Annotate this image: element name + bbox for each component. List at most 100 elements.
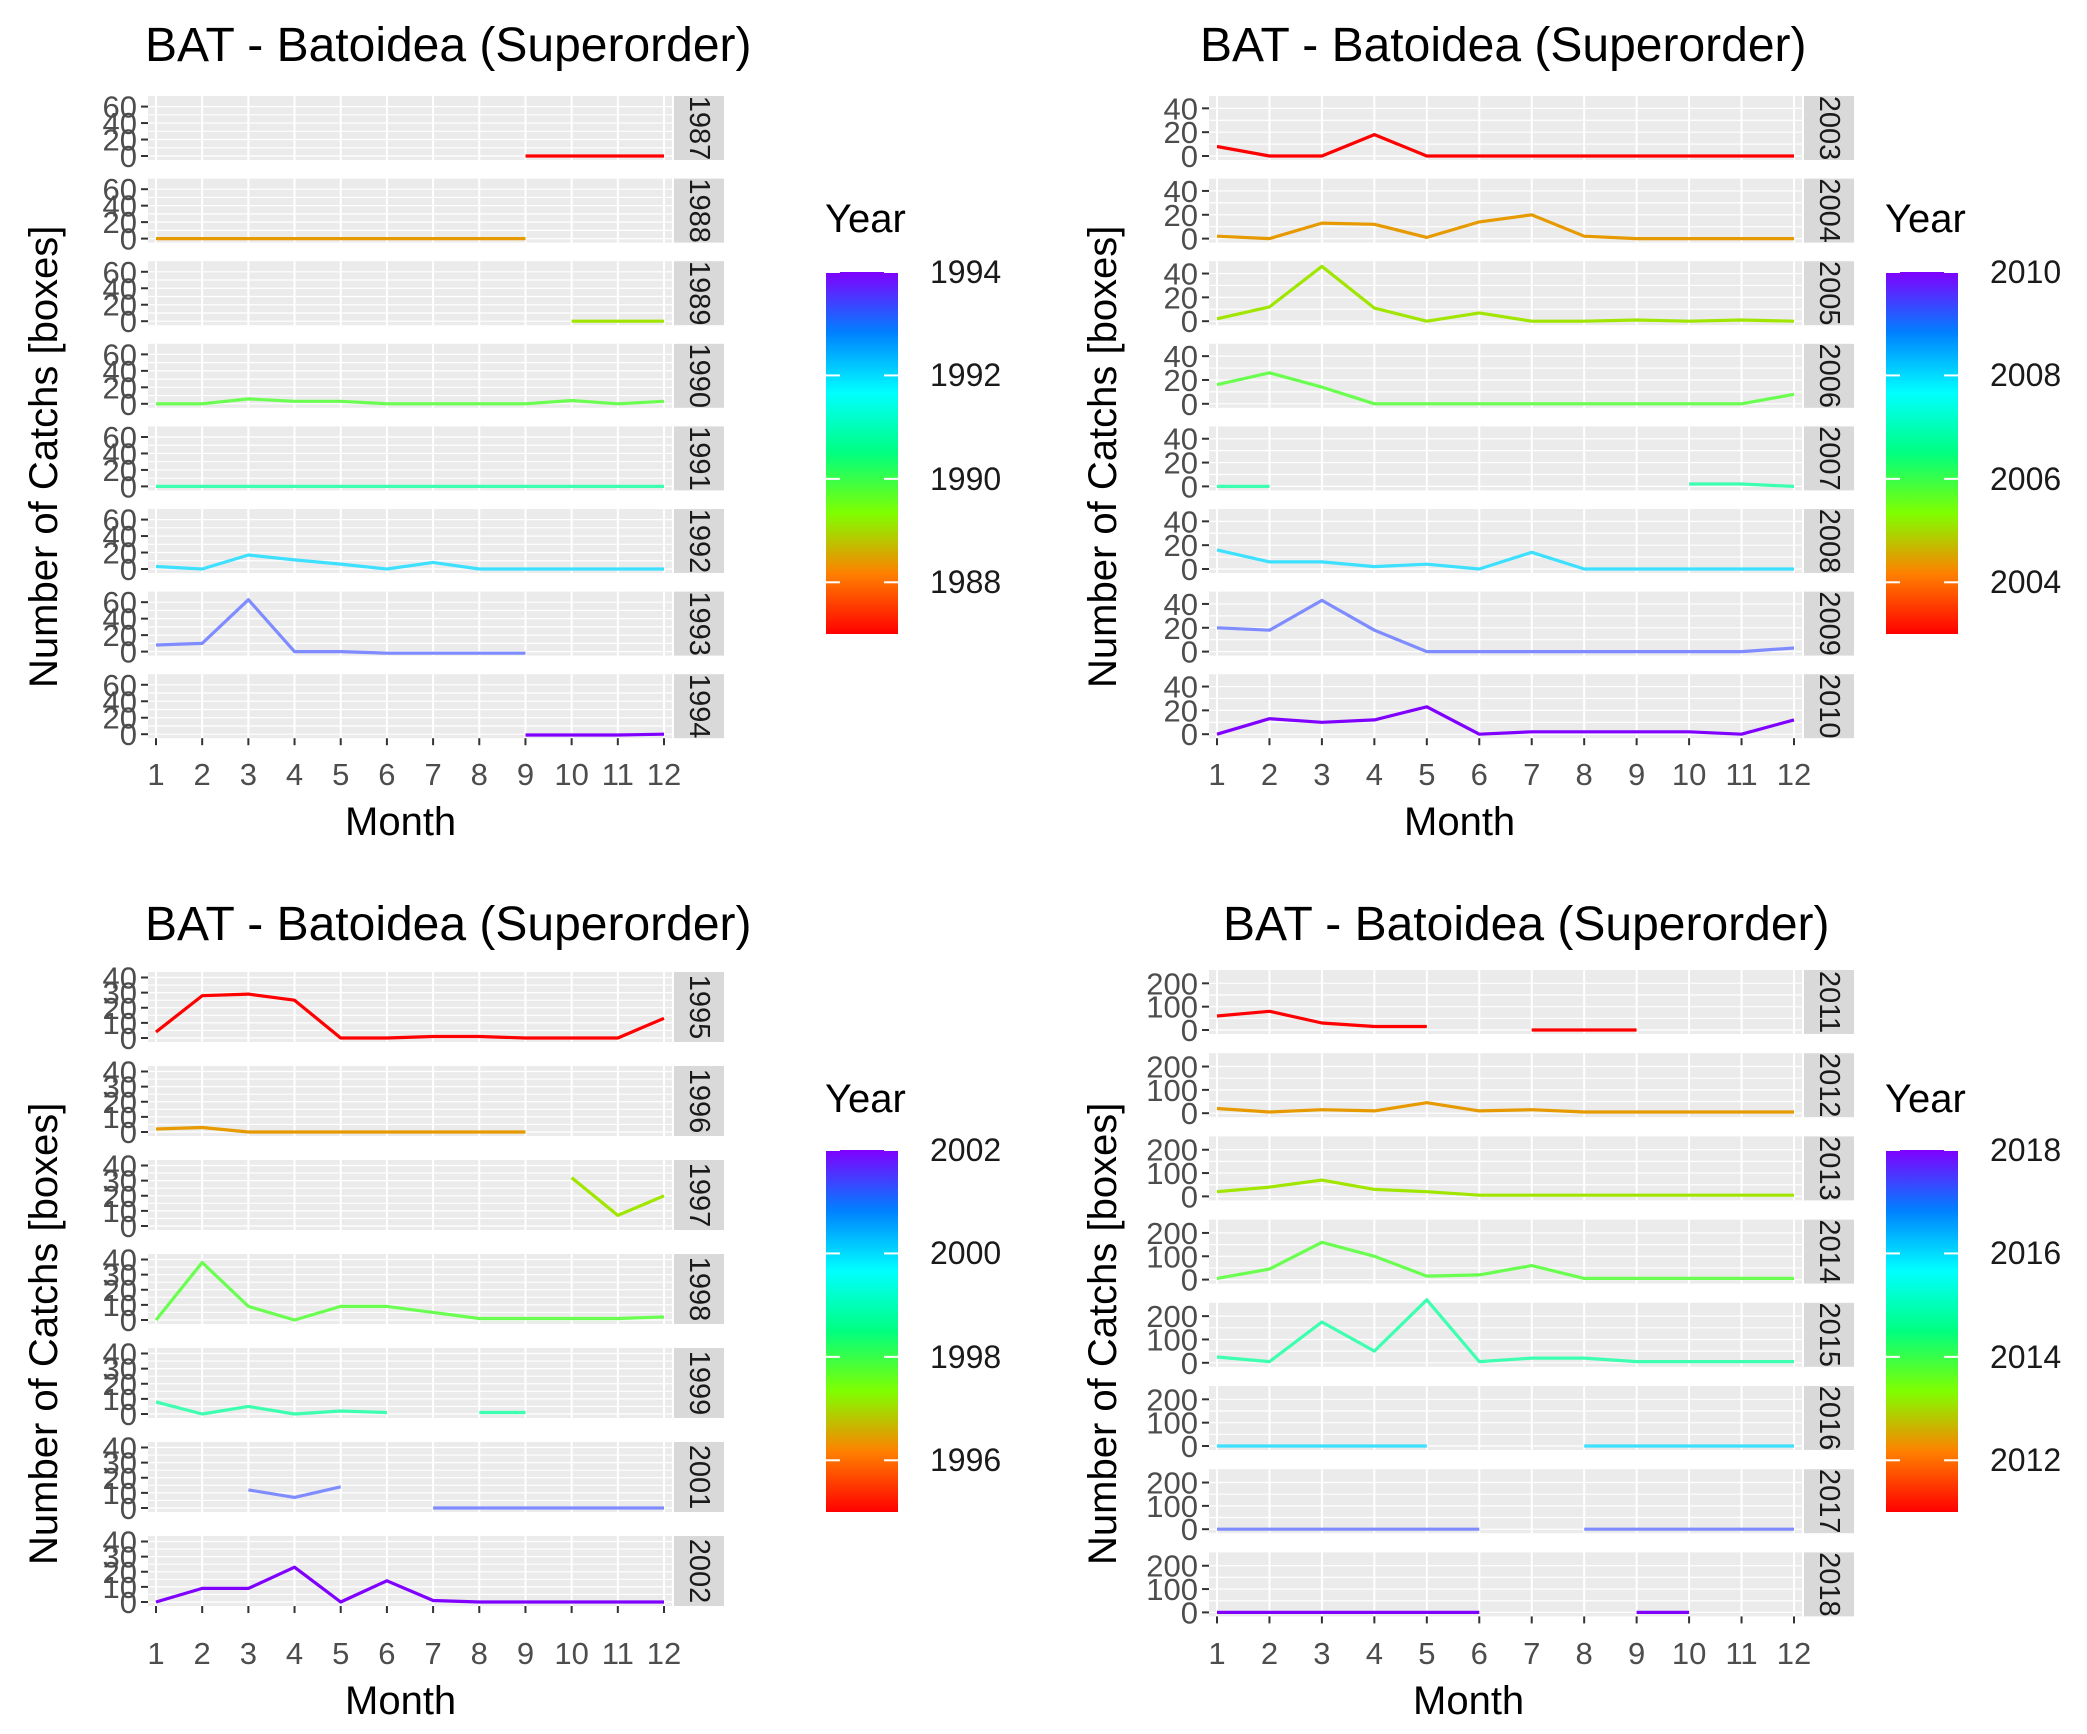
facet-background bbox=[148, 1348, 672, 1418]
y-tick-label: 60 bbox=[103, 337, 137, 372]
colorbar-tick-label: 2000 bbox=[930, 1235, 1002, 1272]
facet-strip bbox=[1804, 591, 1854, 656]
series-line-2005 bbox=[1216, 264, 1795, 323]
legend-colorbar bbox=[826, 1150, 898, 1512]
y-tick-label: 40 bbox=[1164, 257, 1198, 292]
facet-strip-label: 2015 bbox=[1813, 1303, 1845, 1368]
facet-strip bbox=[674, 1254, 724, 1324]
y-tick-label: 20 bbox=[103, 1179, 137, 1214]
y-tick-label: 0 bbox=[120, 1491, 137, 1526]
x-tick-label: 8 bbox=[1576, 1636, 1593, 1671]
x-tick-label: 10 bbox=[554, 1636, 588, 1671]
x-tick-label: 7 bbox=[424, 1636, 441, 1671]
y-tick-label: 0 bbox=[1181, 1429, 1198, 1464]
legend-title: Year bbox=[1885, 197, 1966, 241]
facet-strip bbox=[1804, 1136, 1854, 1201]
y-tick-label: 60 bbox=[103, 172, 137, 207]
x-tick-label: 3 bbox=[1313, 757, 1330, 792]
x-tick-label: 5 bbox=[1418, 757, 1435, 792]
facet-strip-label: 2011 bbox=[1813, 971, 1845, 1033]
colorbar-tick-label: 1996 bbox=[930, 1442, 1002, 1479]
y-tick-label: 20 bbox=[103, 205, 137, 240]
y-tick-label: 10 bbox=[103, 1476, 137, 1511]
x-tick-label: 11 bbox=[602, 757, 634, 792]
facet-strip-label: 2009 bbox=[1813, 591, 1845, 656]
series-line-2010 bbox=[1216, 705, 1795, 736]
x-tick-label: 12 bbox=[647, 757, 681, 792]
y-tick-label: 40 bbox=[103, 436, 137, 471]
facet-strip-label: 2003 bbox=[1813, 96, 1845, 161]
y-tick-label: 10 bbox=[103, 1100, 137, 1135]
series-line-2004 bbox=[1216, 213, 1794, 241]
facet-strip-label: 2014 bbox=[1813, 1219, 1845, 1284]
facet-background bbox=[1209, 1219, 1802, 1284]
x-tick-label: 2 bbox=[1261, 1636, 1278, 1671]
y-tick-label: 0 bbox=[120, 1021, 137, 1056]
y-tick-label: 0 bbox=[1181, 1179, 1198, 1214]
facet-background bbox=[1209, 261, 1802, 326]
x-tick-label: 12 bbox=[1777, 757, 1811, 792]
y-tick-label: 40 bbox=[1164, 422, 1198, 457]
y-tick-label: 60 bbox=[103, 420, 137, 455]
legend-colorbar bbox=[826, 272, 898, 634]
chart-title: BAT - Batoidea (Superorder) bbox=[1200, 19, 1807, 72]
y-tick-label: 20 bbox=[103, 288, 137, 323]
facet-strip-label: 2007 bbox=[1813, 426, 1845, 491]
series-line-1994 bbox=[525, 732, 665, 737]
colorbar-tick-label: 2004 bbox=[1990, 564, 2062, 601]
facet-strip bbox=[674, 426, 724, 491]
y-tick-label: 60 bbox=[103, 255, 137, 290]
facet-strip-label: 1988 bbox=[683, 178, 715, 243]
y-tick-label: 0 bbox=[1181, 1595, 1198, 1630]
x-tick-label: 1 bbox=[147, 1636, 164, 1671]
facet-background bbox=[148, 1066, 672, 1136]
y-tick-label: 0 bbox=[1181, 139, 1198, 174]
facet-background bbox=[148, 1536, 672, 1606]
facet-strip-label: 2016 bbox=[1813, 1386, 1845, 1451]
y-tick-label: 0 bbox=[120, 222, 137, 257]
y-tick-label: 0 bbox=[120, 1209, 137, 1244]
facet-strip bbox=[674, 343, 724, 408]
y-tick-label: 200 bbox=[1146, 1216, 1198, 1251]
y-tick-label: 40 bbox=[103, 1431, 137, 1466]
y-tick-label: 20 bbox=[1164, 280, 1198, 315]
y-tick-label: 0 bbox=[120, 552, 137, 587]
y-tick-label: 0 bbox=[120, 1115, 137, 1150]
series-line-2013 bbox=[1216, 1178, 1794, 1197]
facet-background bbox=[148, 343, 672, 408]
y-tick-label: 0 bbox=[120, 635, 137, 670]
facet-background bbox=[148, 261, 672, 326]
facet-strip bbox=[1804, 426, 1854, 491]
facet-strip bbox=[1804, 343, 1854, 408]
y-tick-label: 40 bbox=[1164, 174, 1198, 209]
y-tick-label: 40 bbox=[103, 1055, 137, 1090]
facet-strip-label: 1995 bbox=[683, 975, 715, 1040]
y-tick-label: 200 bbox=[1146, 1050, 1198, 1085]
series-line-2001 bbox=[248, 1485, 664, 1510]
y-tick-label: 0 bbox=[1181, 1346, 1198, 1381]
y-tick-label: 20 bbox=[103, 453, 137, 488]
y-tick-label: 20 bbox=[103, 701, 137, 736]
facet-strip-label: 1993 bbox=[683, 591, 715, 656]
y-tick-label: 20 bbox=[103, 123, 137, 158]
facet-strip bbox=[674, 96, 724, 160]
x-tick-label: 12 bbox=[647, 1636, 681, 1671]
y-tick-label: 20 bbox=[1164, 611, 1198, 646]
facet-strip-label: 2017 bbox=[1813, 1469, 1845, 1534]
facet-strip-label: 2013 bbox=[1813, 1136, 1845, 1201]
x-axis-label: Month bbox=[345, 800, 457, 844]
y-tick-label: 20 bbox=[103, 991, 137, 1026]
y-tick-label: 200 bbox=[1146, 1133, 1198, 1168]
y-tick-label: 0 bbox=[1181, 222, 1198, 257]
series-line-2011 bbox=[1216, 1009, 1637, 1032]
y-tick-label: 20 bbox=[1164, 198, 1198, 233]
x-tick-label: 11 bbox=[602, 1636, 634, 1671]
facet-strip-label: 1991 bbox=[683, 426, 715, 491]
y-tick-label: 40 bbox=[103, 1243, 137, 1278]
y-tick-label: 30 bbox=[103, 1352, 137, 1387]
y-tick-label: 20 bbox=[1164, 115, 1198, 150]
facet-background bbox=[1209, 674, 1802, 739]
facet-strip-label: 1990 bbox=[683, 344, 715, 409]
facet-background bbox=[1209, 178, 1802, 243]
